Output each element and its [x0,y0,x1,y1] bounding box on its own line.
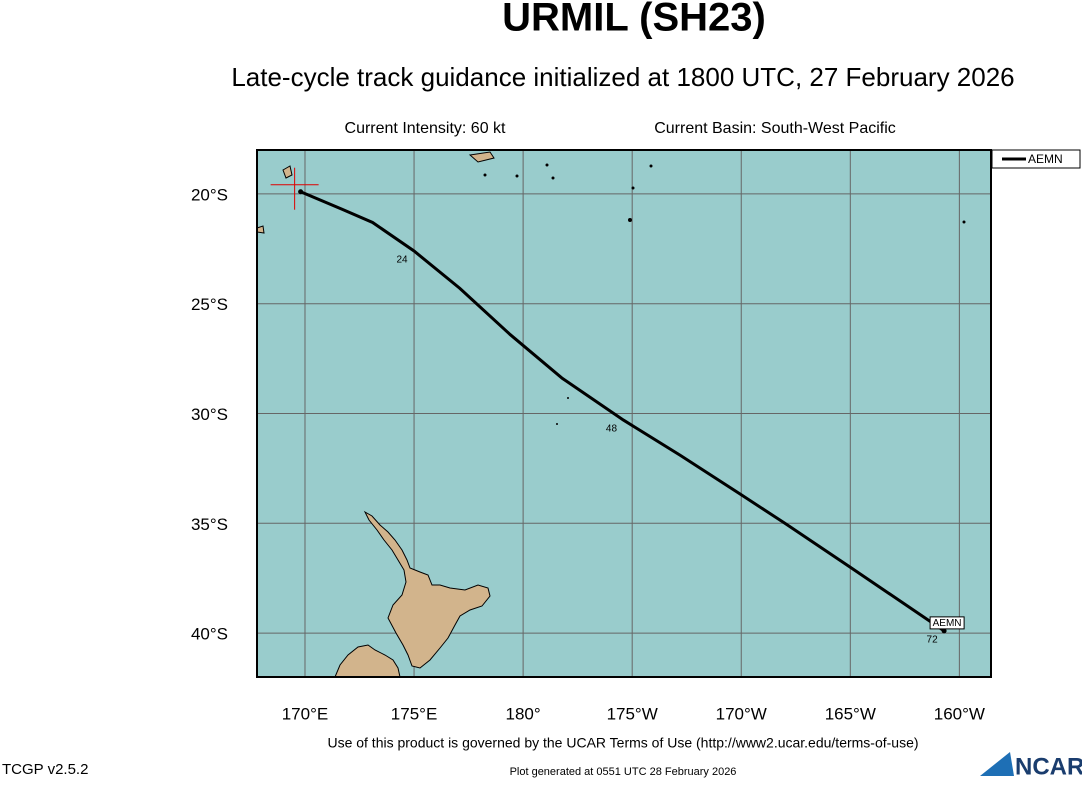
track-label-box [929,616,965,630]
footer-version: TCGP v2.5.2 [2,761,88,778]
islet [962,220,966,224]
tracks: AEMN 24 48 72 [270,167,965,646]
islet [545,163,549,167]
north-island [363,510,491,669]
y-tick-label: 20°S [191,185,228,204]
tau-label: 24 [396,255,408,266]
info-intensity: Current Intensity: 60 kt [345,120,507,137]
chart-subtitle: Late-cycle track guidance initialized at… [231,62,1014,92]
y-tick-label: 25°S [191,295,228,314]
islet [628,218,632,222]
legend-label: AEMN [1028,152,1063,166]
islet [483,173,487,177]
legend [991,149,1081,169]
map-frame [256,149,992,678]
islet [649,164,653,168]
islet [556,423,558,425]
footer-generated: Plot generated at 0551 UTC 28 February 2… [510,766,737,778]
grid [257,150,991,677]
x-tick-label: 165°W [825,704,876,723]
x-tick-label: 175°E [391,704,438,723]
chart-title: URMIL (SH23) [502,0,766,40]
land [256,151,495,678]
islets [483,163,966,425]
south-island [334,644,401,678]
x-tick-label: 175°W [607,704,658,723]
islet [515,174,519,178]
track-start [298,189,304,195]
footer-terms: Use of this product is governed by the U… [327,735,918,751]
info-basin: Current Basin: South-West Pacific [654,120,896,137]
islet [631,186,635,190]
islet [551,176,555,180]
x-tick-label: 170°W [716,704,767,723]
x-tick-label: 180° [506,704,541,723]
logo: NCAR [1015,753,1082,780]
island [468,151,495,163]
track-end [941,628,947,634]
island [282,165,293,179]
x-tick-label: 160°W [934,704,985,723]
islet [567,397,569,399]
tau-label: 48 [606,424,618,435]
track-label: AEMN [933,618,962,629]
logo-mark [980,752,1014,776]
y-tick-label: 40°S [191,625,228,644]
y-tick-label: 35°S [191,515,228,534]
x-tick-label: 170°E [282,704,329,723]
tau-label: 72 [927,635,939,646]
y-tick-label: 30°S [191,405,228,424]
track-line [300,190,945,633]
